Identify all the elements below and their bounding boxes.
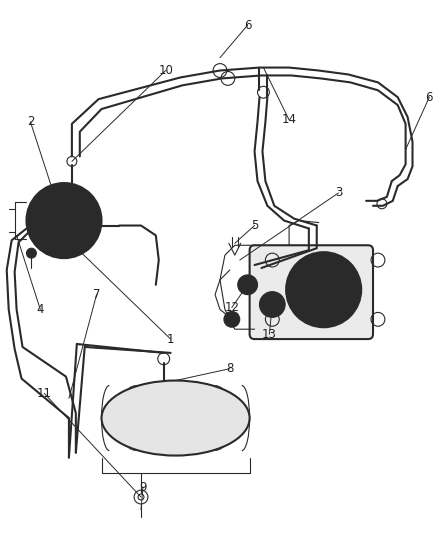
Text: 11: 11 [37, 387, 52, 400]
Circle shape [238, 275, 258, 295]
Circle shape [26, 183, 102, 258]
Text: 14: 14 [282, 114, 297, 126]
Text: 5: 5 [251, 219, 258, 232]
Text: 10: 10 [158, 64, 173, 77]
Text: 4: 4 [36, 303, 44, 316]
Text: 6: 6 [426, 91, 433, 104]
Text: 2: 2 [27, 115, 34, 128]
Text: 7: 7 [93, 288, 100, 301]
Text: 3: 3 [335, 187, 342, 199]
Ellipse shape [102, 381, 250, 456]
Text: 12: 12 [224, 301, 239, 314]
Circle shape [224, 311, 240, 327]
Text: 9: 9 [139, 481, 147, 494]
Circle shape [259, 292, 285, 317]
Text: 1: 1 [167, 333, 174, 345]
FancyBboxPatch shape [250, 245, 373, 339]
Text: 8: 8 [226, 362, 233, 375]
Text: 6: 6 [244, 19, 251, 31]
Circle shape [26, 248, 36, 258]
Circle shape [286, 252, 361, 327]
Text: 13: 13 [262, 328, 277, 341]
